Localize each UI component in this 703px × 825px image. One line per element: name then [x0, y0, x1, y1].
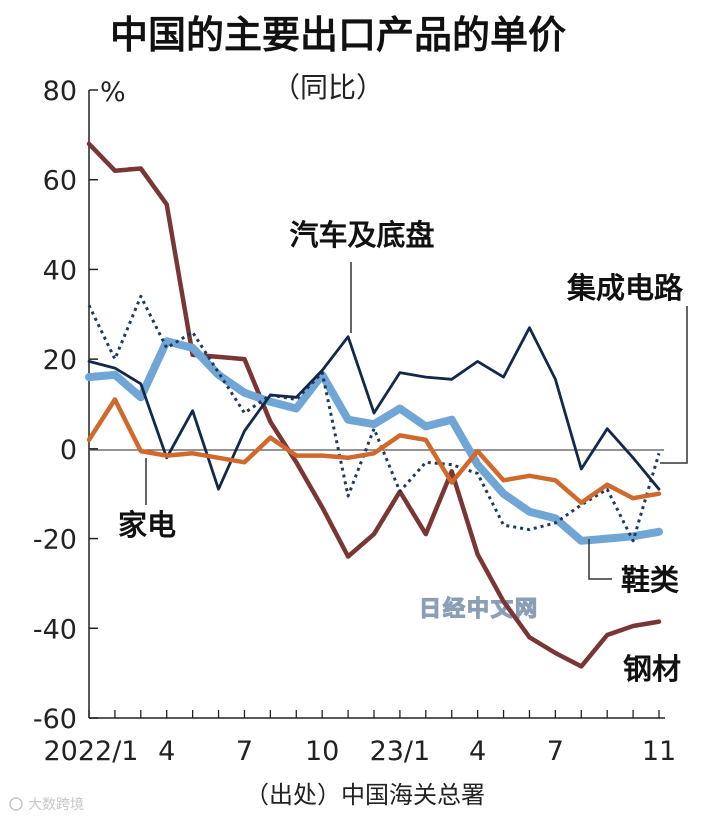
chart-subtitle: （同比） [272, 71, 384, 104]
annotation-label: 鞋类 [621, 563, 679, 597]
logo-mark-icon [9, 797, 23, 811]
x-tick-label: 23/1 [370, 736, 431, 767]
series-line-鞋类 [85, 337, 663, 545]
y-tick-label: 80 [43, 76, 77, 107]
annotation-label: 集成电路 [566, 271, 684, 305]
y-tick-label: -20 [33, 525, 77, 556]
y-tick-label: 0 [60, 435, 77, 466]
chart-title: 中国的主要出口产品的单价 [110, 13, 566, 57]
watermark-text: 日经中文网 [419, 596, 539, 622]
annotation-label: 汽车及底盘 [289, 218, 434, 252]
leader-line-鞋类 [588, 539, 612, 580]
corner-mark-text: 大数跨境 [28, 797, 84, 813]
y-axis-unit: % [100, 77, 126, 108]
series-line-集成电路 [87, 294, 661, 543]
annotation-label: 家电 [118, 508, 176, 542]
corner-logo: 大数跨境 [9, 797, 84, 813]
y-tick-label: -60 [33, 704, 77, 735]
x-tick-label: 2022/1 [44, 736, 139, 767]
x-tick-label: 7 [547, 736, 564, 767]
y-tick-label: 20 [43, 345, 77, 376]
x-tick-label: 4 [469, 736, 486, 767]
y-tick-label: 60 [43, 166, 77, 197]
y-tick-label: -40 [33, 614, 77, 645]
x-tick-label: 10 [305, 736, 339, 767]
source-note: （出处）中国海关总署 [245, 781, 485, 809]
x-tick-label: 11 [642, 736, 676, 767]
series-line-家电 [86, 397, 662, 505]
x-axis: 2022/1 4 7 10 23/1 4 7 11 [44, 710, 676, 767]
series-layer [85, 141, 663, 669]
x-tick-label: 4 [158, 736, 175, 767]
leader-line-集成电路 [660, 306, 688, 464]
x-tick-label: 7 [236, 736, 253, 767]
annotation-label: 钢材 [623, 652, 681, 686]
y-tick-label: 40 [43, 255, 77, 286]
series-line-汽车及底盘 [87, 326, 661, 491]
y-axis: 80 60 40 20 0 -20 -40 -60 [33, 76, 98, 735]
series-line-钢材 [86, 141, 662, 669]
